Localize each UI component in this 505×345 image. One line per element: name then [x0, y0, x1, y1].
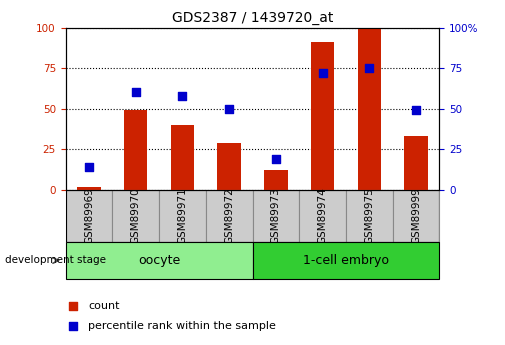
Bar [206, 190, 252, 242]
Point [317, 48, 325, 53]
Bar [358, 28, 381, 190]
Text: GSM89970: GSM89970 [131, 187, 141, 244]
Bar [264, 170, 287, 190]
Bar [299, 190, 346, 242]
Text: GSM89971: GSM89971 [177, 187, 187, 244]
Point [85, 164, 93, 170]
Bar [124, 110, 147, 190]
Bar [113, 190, 159, 242]
Text: GSM89975: GSM89975 [364, 187, 374, 244]
Text: count: count [88, 301, 120, 310]
Text: GSM89972: GSM89972 [224, 187, 234, 244]
Bar [171, 125, 194, 190]
Title: GDS2387 / 1439720_at: GDS2387 / 1439720_at [172, 11, 333, 25]
Point [412, 108, 420, 113]
Bar [218, 143, 241, 190]
Point [319, 70, 327, 76]
Bar [405, 136, 428, 190]
Bar [252, 241, 439, 279]
Point [132, 90, 140, 95]
Text: oocyte: oocyte [138, 254, 180, 267]
Bar [66, 190, 113, 242]
Point [317, 236, 325, 241]
Bar [159, 190, 206, 242]
Bar [66, 241, 252, 279]
Bar [77, 187, 100, 190]
Bar [393, 190, 439, 242]
Text: percentile rank within the sample: percentile rank within the sample [88, 322, 276, 331]
Point [225, 106, 233, 111]
Text: GSM89973: GSM89973 [271, 187, 281, 244]
Text: GSM89974: GSM89974 [318, 187, 328, 244]
Text: GSM89999: GSM89999 [411, 187, 421, 244]
Point [365, 66, 373, 71]
Text: 1-cell embryo: 1-cell embryo [303, 254, 389, 267]
Bar [311, 42, 334, 190]
Text: GSM89969: GSM89969 [84, 187, 94, 244]
Bar [252, 190, 299, 242]
Point [272, 156, 280, 162]
Point [178, 93, 186, 98]
Bar [346, 190, 393, 242]
Text: development stage: development stage [5, 256, 106, 265]
